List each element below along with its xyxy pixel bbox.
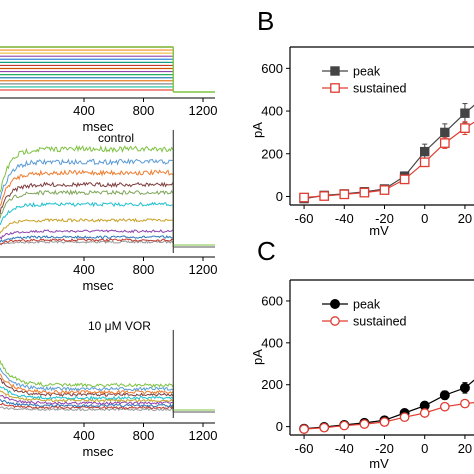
series-line-peak — [304, 379, 474, 430]
current-trace — [0, 377, 174, 397]
current-trace — [0, 168, 174, 207]
marker-sustained — [399, 174, 410, 185]
current-trace — [0, 386, 174, 401]
x-tick-label: 800 — [133, 428, 155, 443]
marker-peak — [330, 66, 340, 76]
series-line-sustained — [304, 121, 474, 199]
legend-label-sustained: sustained — [353, 315, 407, 329]
x-tick-label: -20 — [375, 211, 394, 226]
panel-C-ylabel: pA — [250, 349, 265, 365]
current-trace — [0, 398, 174, 408]
x-tick-label: 400 — [73, 428, 95, 443]
y-tick-label: 200 — [261, 146, 283, 161]
x-tick-label: -40 — [335, 211, 354, 226]
x-tick-label: 800 — [133, 262, 155, 277]
current-trace — [0, 201, 173, 226]
control-label: control — [98, 131, 134, 145]
current-trace — [0, 181, 174, 215]
marker-sustained — [319, 191, 330, 201]
current-trace — [0, 402, 174, 410]
current-trace — [0, 229, 174, 240]
y-tick-label: 0 — [276, 419, 283, 434]
marker-peak — [440, 127, 450, 138]
series-line-sustained — [304, 402, 474, 430]
y-tick-label: 400 — [261, 335, 283, 350]
marker-peak — [459, 382, 470, 393]
marker-sustained — [439, 401, 450, 412]
panel-letter-B: B — [257, 6, 274, 36]
x-tick-label: -60 — [295, 211, 314, 226]
current-trace — [0, 240, 174, 246]
panel-vor-traces: 10 μM VOR 400 800 1200 msec — [0, 319, 217, 459]
marker-sustained — [439, 138, 450, 148]
panel-B: B pA mV 0 200 400 600 -60 -40 -20 0 20 peak sustai… — [250, 6, 474, 238]
x-tick-label: 1200 — [189, 103, 218, 118]
x-tick-label: 1200 — [189, 428, 218, 443]
current-trace — [0, 390, 174, 403]
marker-peak — [439, 390, 450, 401]
marker-sustained — [299, 424, 309, 434]
x-tick-label: 400 — [73, 103, 95, 118]
y-tick-label: 0 — [276, 189, 283, 204]
marker-sustained — [330, 316, 340, 326]
marker-sustained — [399, 412, 410, 423]
x-axis-label: msec — [82, 119, 114, 134]
legend-label-peak: peak — [353, 65, 381, 79]
panel-protocol: 400 800 1200 msec — [0, 46, 218, 134]
panel-letter-C: C — [257, 236, 276, 266]
current-trace — [0, 360, 174, 388]
marker-sustained — [419, 157, 430, 168]
current-trace — [0, 144, 174, 193]
x-tick-label: 0 — [421, 441, 428, 456]
marker-sustained — [460, 123, 470, 133]
marker-sustained — [359, 187, 370, 198]
x-tick-label: 0 — [421, 211, 428, 226]
y-tick-label: 200 — [261, 377, 283, 392]
marker-sustained — [359, 419, 370, 429]
marker-sustained — [319, 422, 330, 433]
current-trace — [0, 394, 173, 405]
current-trace — [0, 373, 174, 395]
y-tick-label: 600 — [261, 61, 283, 76]
panel-control-traces: control 400 800 1200 msec — [0, 130, 217, 293]
vor-label: 10 μM VOR — [88, 319, 151, 333]
current-trace — [0, 217, 173, 234]
legend-label-peak: peak — [353, 298, 381, 312]
x-tick-label: 20 — [458, 441, 472, 456]
current-trace — [0, 406, 173, 412]
marker-sustained — [419, 408, 430, 418]
x-tick-label: 400 — [73, 262, 95, 277]
marker-sustained — [339, 420, 350, 431]
y-tick-label: 600 — [261, 293, 283, 308]
marker-peak — [330, 299, 340, 309]
marker-peak — [420, 146, 430, 157]
marker-sustained — [460, 398, 470, 409]
marker-sustained — [330, 83, 340, 93]
x-tick-label: -20 — [375, 441, 394, 456]
legend-label-sustained: sustained — [353, 82, 407, 96]
x-tick-label: -60 — [295, 441, 314, 456]
current-trace — [0, 158, 173, 200]
x-tick-label: 20 — [458, 211, 472, 226]
current-trace — [0, 367, 174, 392]
marker-sustained — [299, 192, 309, 203]
x-tick-label: 1200 — [189, 262, 218, 277]
current-trace — [0, 238, 173, 245]
y-tick-label: 400 — [261, 104, 283, 119]
x-axis-label: msec — [82, 278, 114, 293]
panel-C: C pA mV 0 200 400 600 -60 -40 -20 0 20 peak sustai… — [250, 236, 474, 471]
panel-B-ylabel: pA — [250, 122, 265, 138]
panel-B-xlabel: mV — [369, 223, 389, 238]
x-tick-label: 800 — [133, 103, 155, 118]
current-trace — [0, 235, 173, 243]
marker-peak — [460, 108, 470, 118]
marker-sustained — [339, 189, 350, 200]
marker-sustained — [379, 417, 390, 427]
marker-sustained — [379, 185, 390, 195]
current-trace — [0, 189, 174, 219]
x-axis-label: msec — [82, 444, 114, 459]
x-tick-label: -40 — [335, 441, 354, 456]
panel-C-xlabel: mV — [369, 456, 389, 471]
